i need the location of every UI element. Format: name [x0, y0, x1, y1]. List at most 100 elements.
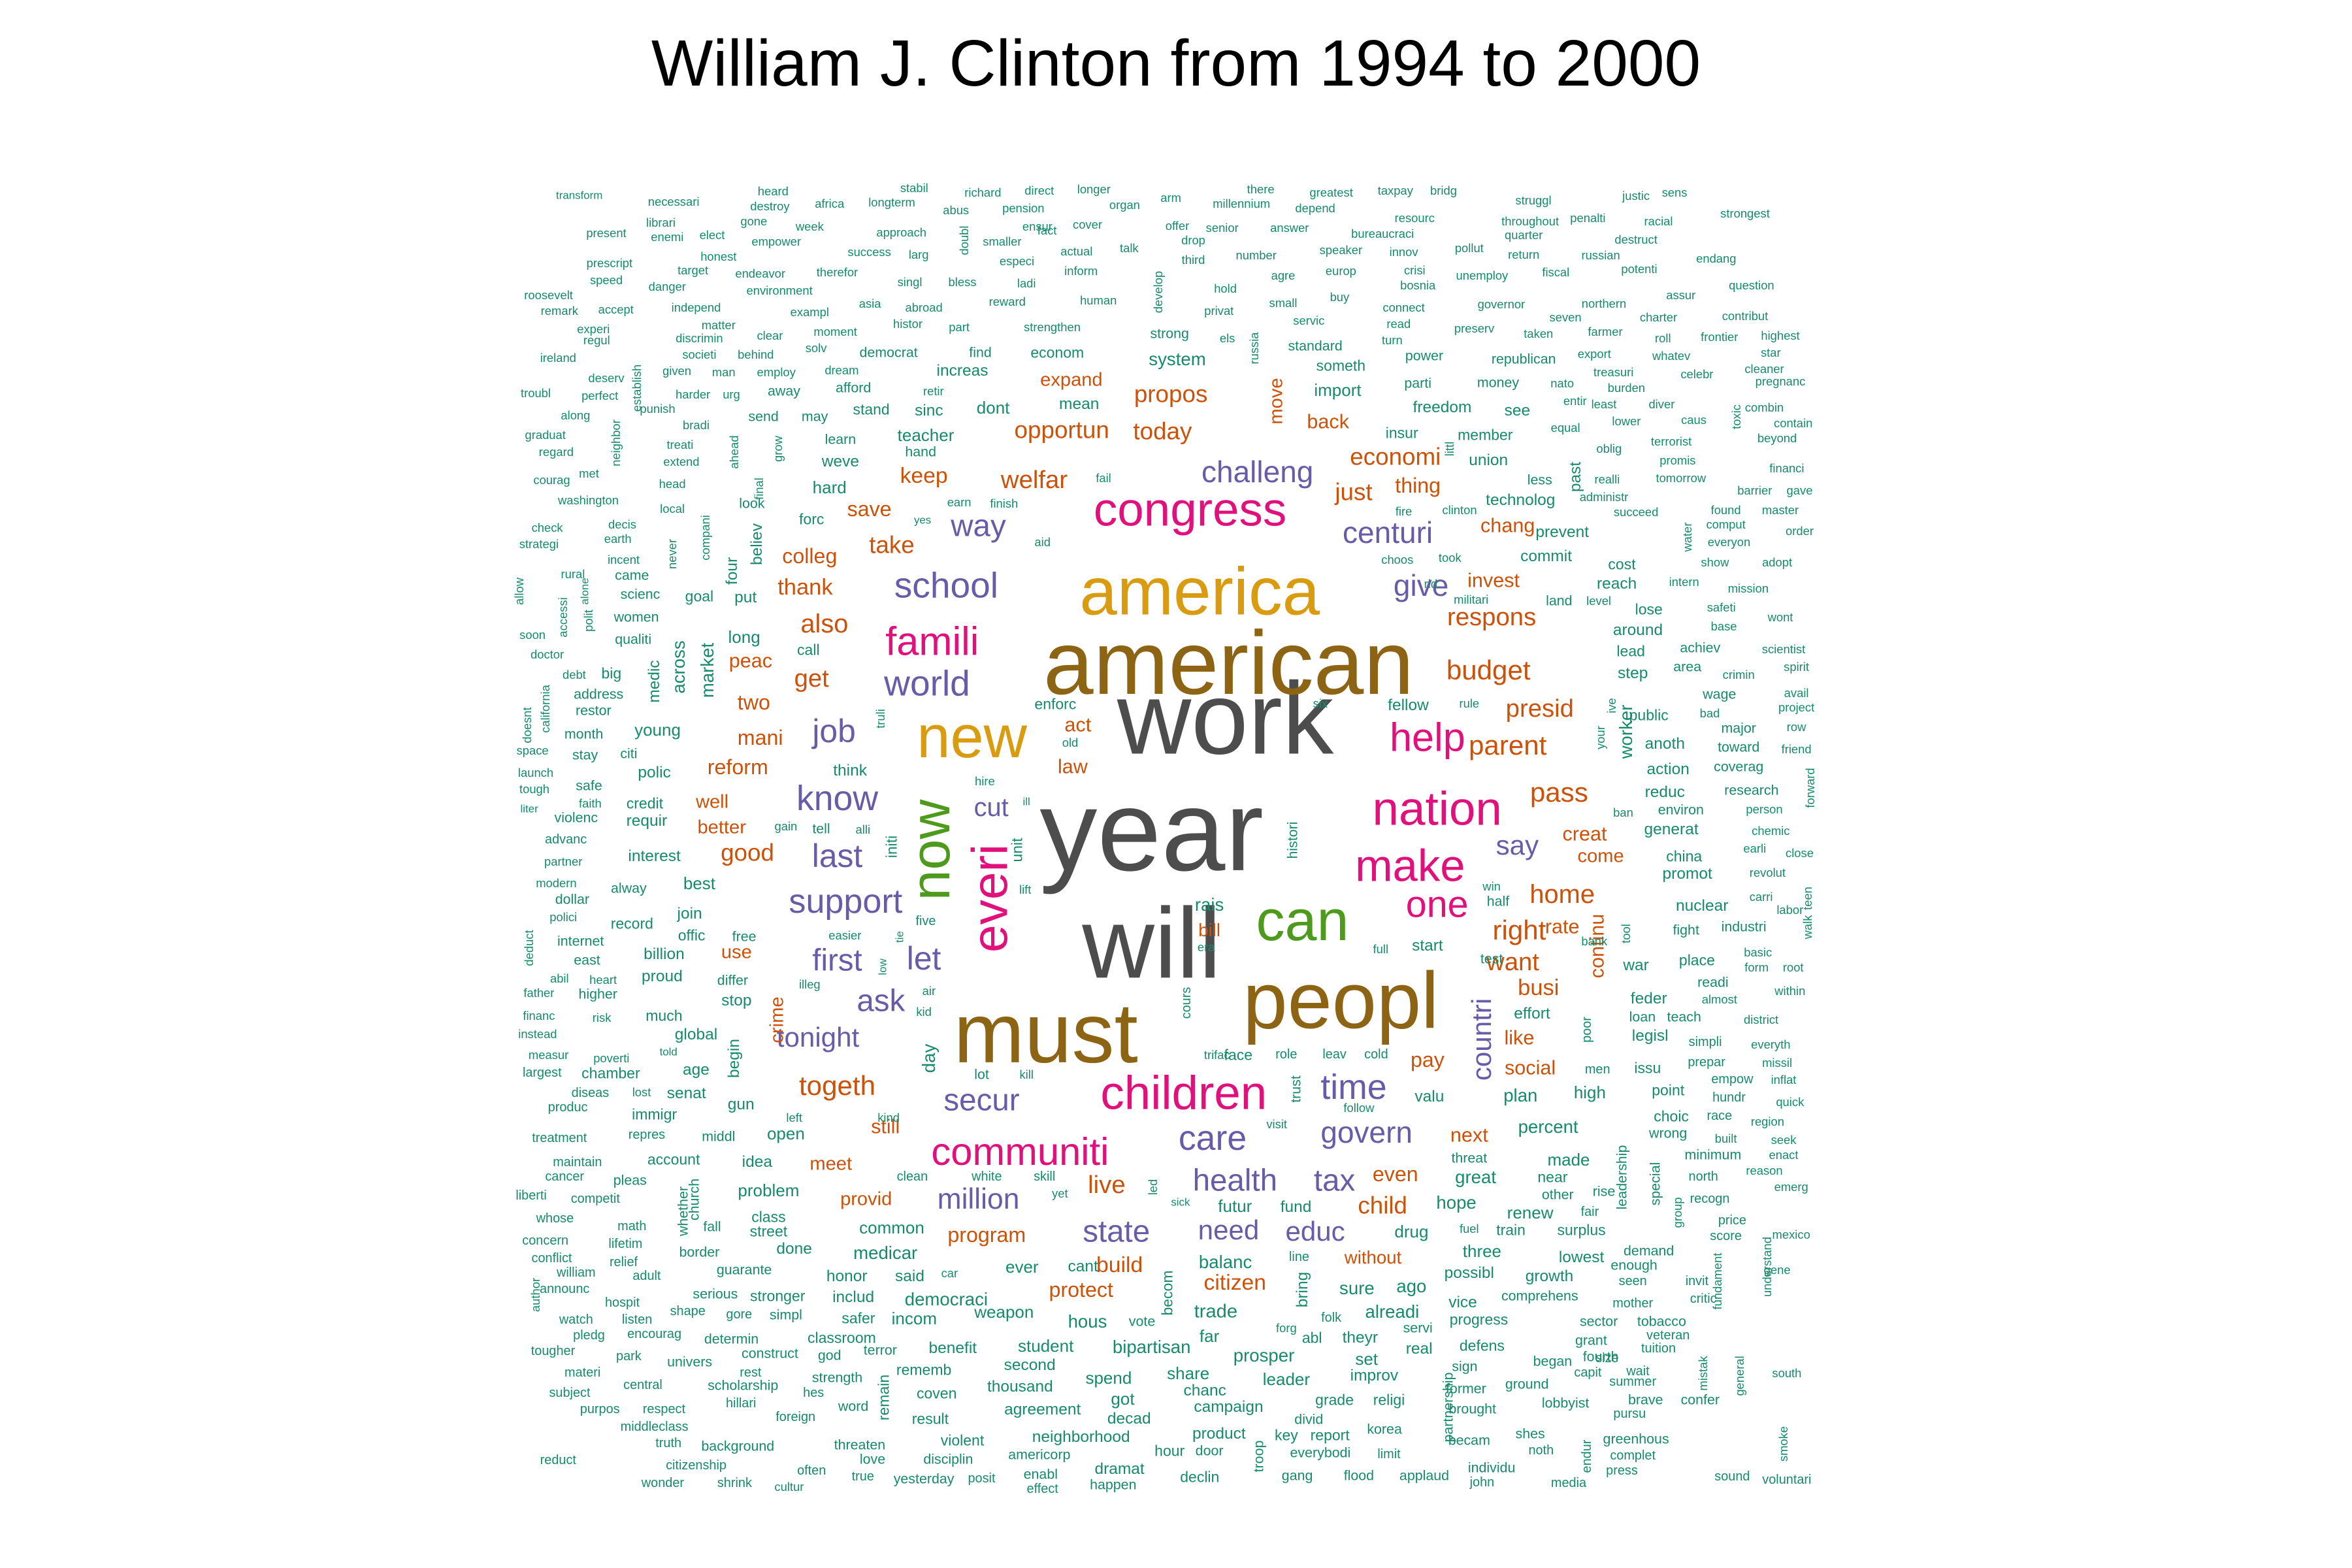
- word-remark: remark: [540, 304, 578, 318]
- word-race: race: [1707, 1108, 1733, 1123]
- word-air: air: [922, 983, 936, 998]
- word-invest: invest: [1467, 569, 1520, 592]
- word-school: school: [894, 564, 999, 606]
- word-truli: truli: [874, 708, 888, 728]
- word-empow: empow: [1711, 1071, 1754, 1086]
- word-safeti: safeti: [1707, 600, 1736, 614]
- word-see: see: [1504, 401, 1531, 419]
- word-send: send: [748, 408, 779, 425]
- word-project: project: [1778, 700, 1815, 714]
- word-combin: combin: [1744, 400, 1784, 414]
- word-william: william: [556, 1266, 596, 1281]
- word-renew: renew: [1507, 1203, 1554, 1222]
- word-clinton: clinton: [1442, 502, 1477, 517]
- word-give: give: [1393, 568, 1449, 602]
- word-interest: interest: [628, 847, 681, 865]
- word-hospit: hospit: [604, 1296, 640, 1311]
- word-america: america: [1079, 553, 1320, 629]
- word-billion: billion: [644, 945, 685, 963]
- word-long: long: [728, 627, 760, 647]
- word-master: master: [1761, 502, 1799, 517]
- word-rememb: rememb: [896, 1361, 952, 1379]
- word-result: result: [911, 1410, 949, 1428]
- word-roll: roll: [1655, 331, 1671, 345]
- word-still: still: [871, 1116, 900, 1139]
- word-water: water: [1680, 522, 1694, 552]
- word-citizen: citizen: [1203, 1270, 1267, 1296]
- word-dollar: dollar: [555, 891, 590, 907]
- word-reform: reform: [707, 755, 768, 779]
- word-grant: grant: [1575, 1332, 1607, 1348]
- word-budget: budget: [1446, 655, 1531, 686]
- word-root: root: [1782, 960, 1804, 974]
- word-partnership: partnership: [1440, 1371, 1456, 1443]
- word-reward: reward: [988, 294, 1026, 308]
- word-money: money: [1477, 374, 1520, 391]
- word-lowest: lowest: [1558, 1248, 1605, 1266]
- word-smoke: smoke: [1776, 1426, 1790, 1462]
- word-possibl: possibl: [1444, 1264, 1494, 1282]
- word-problem: problem: [738, 1180, 800, 1200]
- word-alway: alway: [611, 880, 647, 896]
- word-sure: sure: [1339, 1278, 1375, 1298]
- word-other: other: [1541, 1186, 1574, 1202]
- word-necessari: necessari: [647, 195, 700, 209]
- word-africa: africa: [815, 197, 845, 211]
- word-comput: comput: [1706, 517, 1746, 532]
- word-includ: includ: [832, 1288, 875, 1306]
- word-incent: incent: [607, 553, 640, 567]
- word-best: best: [683, 874, 715, 894]
- word-star: star: [1760, 345, 1781, 359]
- word-environment: environment: [746, 283, 813, 297]
- word-brave: brave: [1628, 1391, 1663, 1407]
- word-understand: understand: [1760, 1237, 1774, 1298]
- word-anoth: anoth: [1644, 734, 1685, 753]
- word-generat: generat: [1644, 820, 1699, 838]
- word-build: build: [1096, 1252, 1143, 1277]
- word-gore: gore: [726, 1307, 753, 1322]
- word-lot: lot: [974, 1066, 989, 1083]
- word-major: major: [1721, 719, 1756, 736]
- word-cultur: cultur: [774, 1480, 804, 1494]
- word-crisi: crisi: [1403, 263, 1426, 278]
- word-ireland: ireland: [540, 350, 576, 365]
- word-tobacco: tobacco: [1637, 1313, 1686, 1330]
- word-great: great: [1455, 1167, 1497, 1188]
- word-realli: realli: [1594, 472, 1620, 486]
- word-beyond: beyond: [1757, 431, 1797, 445]
- word-area: area: [1673, 659, 1702, 675]
- word-mission: mission: [1727, 581, 1769, 595]
- word-americorp: americorp: [1008, 1446, 1071, 1463]
- word-sound: sound: [1714, 1469, 1750, 1484]
- word-longterm: longterm: [868, 195, 915, 210]
- word-prescript: prescript: [586, 255, 633, 270]
- word-answer: answer: [1270, 220, 1309, 235]
- word-govern: govern: [1320, 1115, 1413, 1150]
- word-announc: announc: [540, 1281, 590, 1296]
- word-standard: standard: [1288, 338, 1343, 354]
- word-determin: determin: [704, 1331, 759, 1347]
- word-privat: privat: [1204, 304, 1234, 318]
- word-south: south: [1772, 1365, 1802, 1380]
- word-cover: cover: [1073, 217, 1102, 231]
- word-met: met: [579, 466, 599, 480]
- word-individu: individu: [1467, 1460, 1516, 1476]
- word-chamber: chamber: [581, 1064, 640, 1082]
- word-math: math: [617, 1218, 647, 1233]
- word-make: make: [1355, 840, 1465, 891]
- word-lost: lost: [632, 1085, 651, 1100]
- word-love: love: [859, 1451, 886, 1467]
- chart-title: William J. Clinton from 1994 to 2000: [651, 27, 1701, 100]
- word-full: full: [1373, 942, 1389, 956]
- word-watch: watch: [559, 1312, 593, 1327]
- word-guarante: guarante: [716, 1262, 772, 1278]
- word-serious: serious: [693, 1285, 738, 1301]
- word-demand: demand: [1624, 1243, 1674, 1259]
- word-today: today: [1133, 417, 1192, 445]
- word-join: join: [677, 905, 702, 923]
- word-struggl: struggl: [1515, 193, 1552, 208]
- word-east: east: [574, 952, 600, 968]
- word-know: know: [796, 778, 879, 818]
- word-neighbor: neighbor: [608, 419, 623, 466]
- word-benefit: benefit: [928, 1339, 977, 1357]
